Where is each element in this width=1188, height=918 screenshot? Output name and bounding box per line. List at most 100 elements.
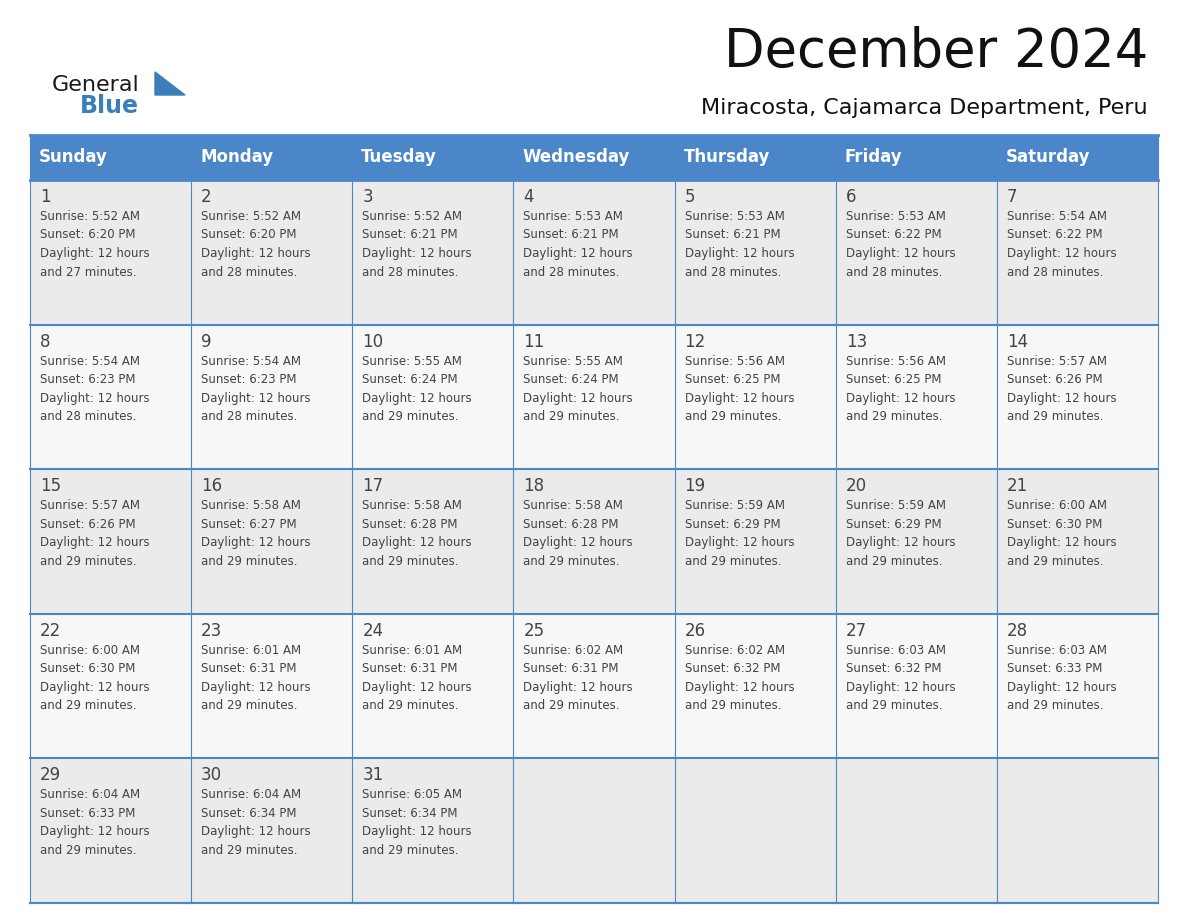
Text: and 28 minutes.: and 28 minutes. [524, 265, 620, 278]
Text: and 29 minutes.: and 29 minutes. [684, 410, 781, 423]
Text: Sunrise: 6:03 AM: Sunrise: 6:03 AM [846, 644, 946, 656]
Text: Blue: Blue [80, 94, 139, 118]
Text: and 28 minutes.: and 28 minutes. [201, 265, 297, 278]
Text: 2: 2 [201, 188, 211, 206]
Text: Daylight: 12 hours: Daylight: 12 hours [1007, 681, 1117, 694]
Text: Sunset: 6:25 PM: Sunset: 6:25 PM [846, 373, 941, 386]
Bar [191, 180, 353, 325]
Text: 19: 19 [684, 477, 706, 495]
Text: Daylight: 12 hours: Daylight: 12 hours [524, 247, 633, 260]
Text: Sunset: 6:23 PM: Sunset: 6:23 PM [40, 373, 135, 386]
Text: 12: 12 [684, 332, 706, 351]
Bar [191, 758, 353, 903]
Text: Sunset: 6:34 PM: Sunset: 6:34 PM [362, 807, 457, 820]
Text: Sunset: 6:20 PM: Sunset: 6:20 PM [40, 229, 135, 241]
Text: Sunrise: 5:52 AM: Sunrise: 5:52 AM [201, 210, 301, 223]
Text: Sunset: 6:20 PM: Sunset: 6:20 PM [201, 229, 297, 241]
Text: and 29 minutes.: and 29 minutes. [1007, 554, 1104, 567]
Text: 4: 4 [524, 188, 533, 206]
Text: Sunrise: 6:04 AM: Sunrise: 6:04 AM [201, 789, 302, 801]
Text: Sunrise: 5:53 AM: Sunrise: 5:53 AM [846, 210, 946, 223]
Text: Sunrise: 6:00 AM: Sunrise: 6:00 AM [40, 644, 140, 656]
Text: Sunset: 6:30 PM: Sunset: 6:30 PM [1007, 518, 1102, 531]
Bar [997, 180, 1158, 325]
Bar [191, 614, 353, 758]
Text: Daylight: 12 hours: Daylight: 12 hours [846, 681, 955, 694]
Text: and 29 minutes.: and 29 minutes. [846, 410, 942, 423]
Text: and 29 minutes.: and 29 minutes. [362, 700, 459, 712]
Text: December 2024: December 2024 [723, 26, 1148, 78]
Text: Sunset: 6:30 PM: Sunset: 6:30 PM [40, 662, 135, 676]
Text: and 28 minutes.: and 28 minutes. [362, 265, 459, 278]
Text: Daylight: 12 hours: Daylight: 12 hours [684, 681, 795, 694]
Text: Daylight: 12 hours: Daylight: 12 hours [362, 247, 472, 260]
Text: Daylight: 12 hours: Daylight: 12 hours [201, 536, 311, 549]
Text: Daylight: 12 hours: Daylight: 12 hours [1007, 536, 1117, 549]
Text: Sunrise: 5:59 AM: Sunrise: 5:59 AM [684, 499, 784, 512]
Text: Sunday: Sunday [39, 149, 108, 166]
Bar [513, 758, 675, 903]
Text: Sunrise: 5:58 AM: Sunrise: 5:58 AM [201, 499, 301, 512]
Text: Sunrise: 5:59 AM: Sunrise: 5:59 AM [846, 499, 946, 512]
Text: 1: 1 [40, 188, 51, 206]
Text: 25: 25 [524, 621, 544, 640]
Text: 5: 5 [684, 188, 695, 206]
Bar [30, 325, 191, 469]
Text: and 29 minutes.: and 29 minutes. [40, 844, 137, 856]
Text: Sunset: 6:21 PM: Sunset: 6:21 PM [362, 229, 457, 241]
Text: Sunrise: 5:58 AM: Sunrise: 5:58 AM [524, 499, 624, 512]
Text: Sunset: 6:26 PM: Sunset: 6:26 PM [40, 518, 135, 531]
Text: Daylight: 12 hours: Daylight: 12 hours [846, 536, 955, 549]
Text: Daylight: 12 hours: Daylight: 12 hours [684, 247, 795, 260]
Text: Sunrise: 5:56 AM: Sunrise: 5:56 AM [846, 354, 946, 367]
Text: Sunrise: 6:01 AM: Sunrise: 6:01 AM [201, 644, 302, 656]
Text: and 29 minutes.: and 29 minutes. [40, 700, 137, 712]
Text: and 29 minutes.: and 29 minutes. [524, 410, 620, 423]
Text: 22: 22 [40, 621, 62, 640]
Text: and 28 minutes.: and 28 minutes. [201, 410, 297, 423]
Text: and 29 minutes.: and 29 minutes. [524, 554, 620, 567]
Text: and 29 minutes.: and 29 minutes. [846, 700, 942, 712]
Text: Sunset: 6:34 PM: Sunset: 6:34 PM [201, 807, 297, 820]
Bar [30, 614, 191, 758]
Bar [835, 135, 997, 180]
Text: and 28 minutes.: and 28 minutes. [40, 410, 137, 423]
Text: Sunrise: 5:55 AM: Sunrise: 5:55 AM [362, 354, 462, 367]
Text: Daylight: 12 hours: Daylight: 12 hours [362, 536, 472, 549]
Text: Sunset: 6:31 PM: Sunset: 6:31 PM [524, 662, 619, 676]
Text: Sunset: 6:33 PM: Sunset: 6:33 PM [1007, 662, 1102, 676]
Text: Daylight: 12 hours: Daylight: 12 hours [1007, 247, 1117, 260]
Bar [675, 614, 835, 758]
Bar [835, 180, 997, 325]
Text: Daylight: 12 hours: Daylight: 12 hours [201, 392, 311, 405]
Text: and 29 minutes.: and 29 minutes. [362, 554, 459, 567]
Bar [353, 135, 513, 180]
Text: and 29 minutes.: and 29 minutes. [362, 410, 459, 423]
Bar [997, 614, 1158, 758]
Text: Daylight: 12 hours: Daylight: 12 hours [201, 247, 311, 260]
Text: 6: 6 [846, 188, 857, 206]
Text: 11: 11 [524, 332, 544, 351]
Bar [513, 325, 675, 469]
Text: Daylight: 12 hours: Daylight: 12 hours [524, 536, 633, 549]
Bar [353, 614, 513, 758]
Text: 16: 16 [201, 477, 222, 495]
Text: Sunset: 6:28 PM: Sunset: 6:28 PM [362, 518, 457, 531]
Text: Sunset: 6:31 PM: Sunset: 6:31 PM [362, 662, 457, 676]
Text: Sunrise: 6:05 AM: Sunrise: 6:05 AM [362, 789, 462, 801]
Bar [835, 469, 997, 614]
Text: 30: 30 [201, 767, 222, 784]
Text: 27: 27 [846, 621, 867, 640]
Text: Daylight: 12 hours: Daylight: 12 hours [846, 247, 955, 260]
Bar [191, 325, 353, 469]
Text: 10: 10 [362, 332, 384, 351]
Text: Sunrise: 5:57 AM: Sunrise: 5:57 AM [1007, 354, 1107, 367]
Text: Sunset: 6:25 PM: Sunset: 6:25 PM [684, 373, 781, 386]
Text: Saturday: Saturday [1006, 149, 1091, 166]
Text: Sunset: 6:24 PM: Sunset: 6:24 PM [362, 373, 457, 386]
Bar [997, 325, 1158, 469]
Text: Sunrise: 5:55 AM: Sunrise: 5:55 AM [524, 354, 624, 367]
Bar [191, 135, 353, 180]
Bar [513, 469, 675, 614]
Text: Daylight: 12 hours: Daylight: 12 hours [40, 825, 150, 838]
